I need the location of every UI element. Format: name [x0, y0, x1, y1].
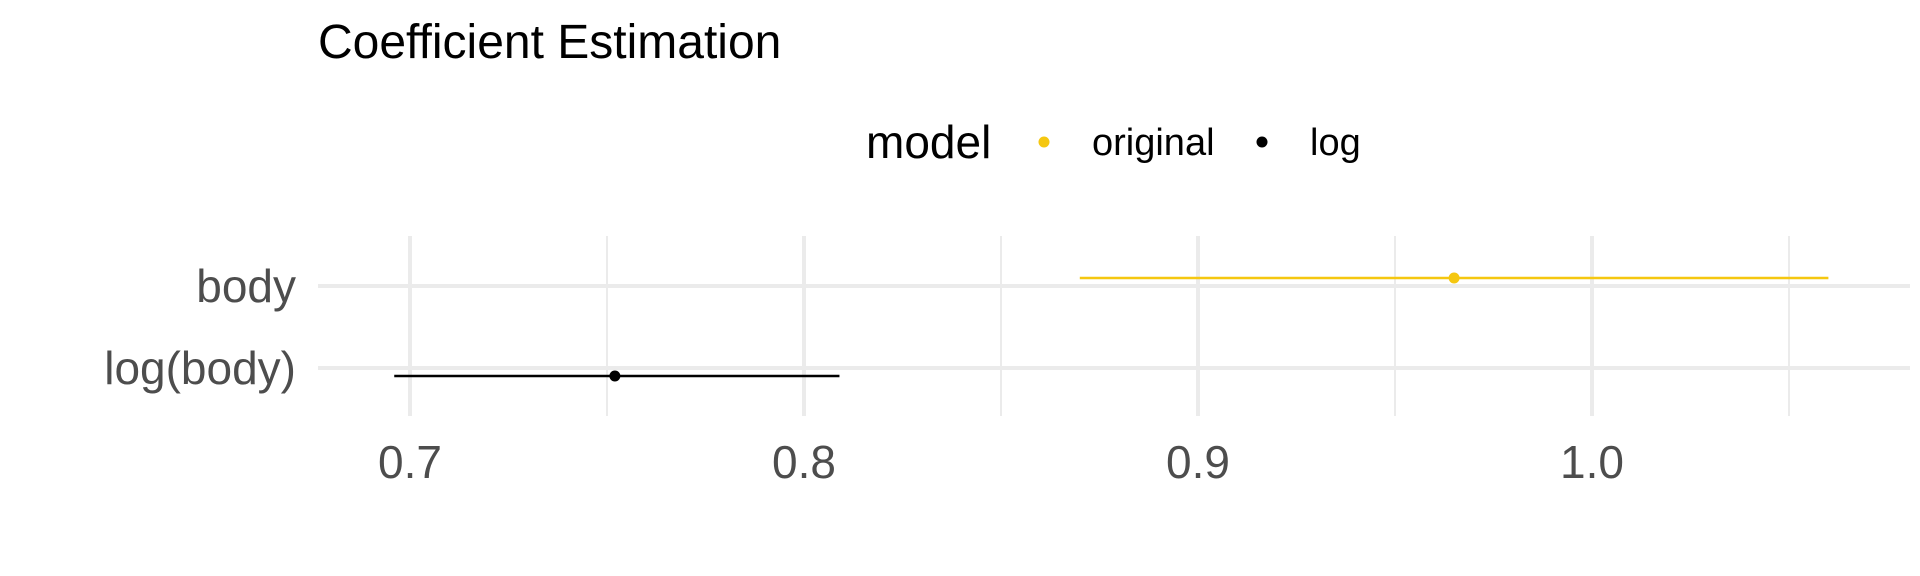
x-tick-label: 1.0: [1560, 436, 1624, 488]
legend-key-log: [1256, 136, 1268, 148]
plot-panel: [318, 236, 1910, 416]
x-axis: 0.7 0.8 0.9 1.0: [378, 436, 1624, 488]
major-gridlines: [318, 236, 1910, 416]
point-estimate-log: [609, 370, 621, 382]
y-tick-label: log(body): [104, 342, 296, 394]
y-tick-label: body: [196, 260, 296, 312]
legend-key-original: [1038, 136, 1050, 148]
legend-label-log: log: [1310, 122, 1361, 164]
minor-gridlines: [606, 236, 1790, 416]
point-estimate-original: [1448, 272, 1460, 284]
x-tick-label: 0.8: [772, 436, 836, 488]
legend: model original log: [866, 116, 1361, 168]
legend-label-original: original: [1092, 122, 1215, 164]
x-tick-label: 0.7: [378, 436, 442, 488]
data-marks: [394, 272, 1829, 382]
x-tick-label: 0.9: [1166, 436, 1230, 488]
legend-entries: original log: [1038, 122, 1361, 164]
y-axis: body log(body): [104, 260, 296, 394]
legend-title: model: [866, 116, 991, 168]
chart-title: Coefficient Estimation: [318, 16, 781, 69]
